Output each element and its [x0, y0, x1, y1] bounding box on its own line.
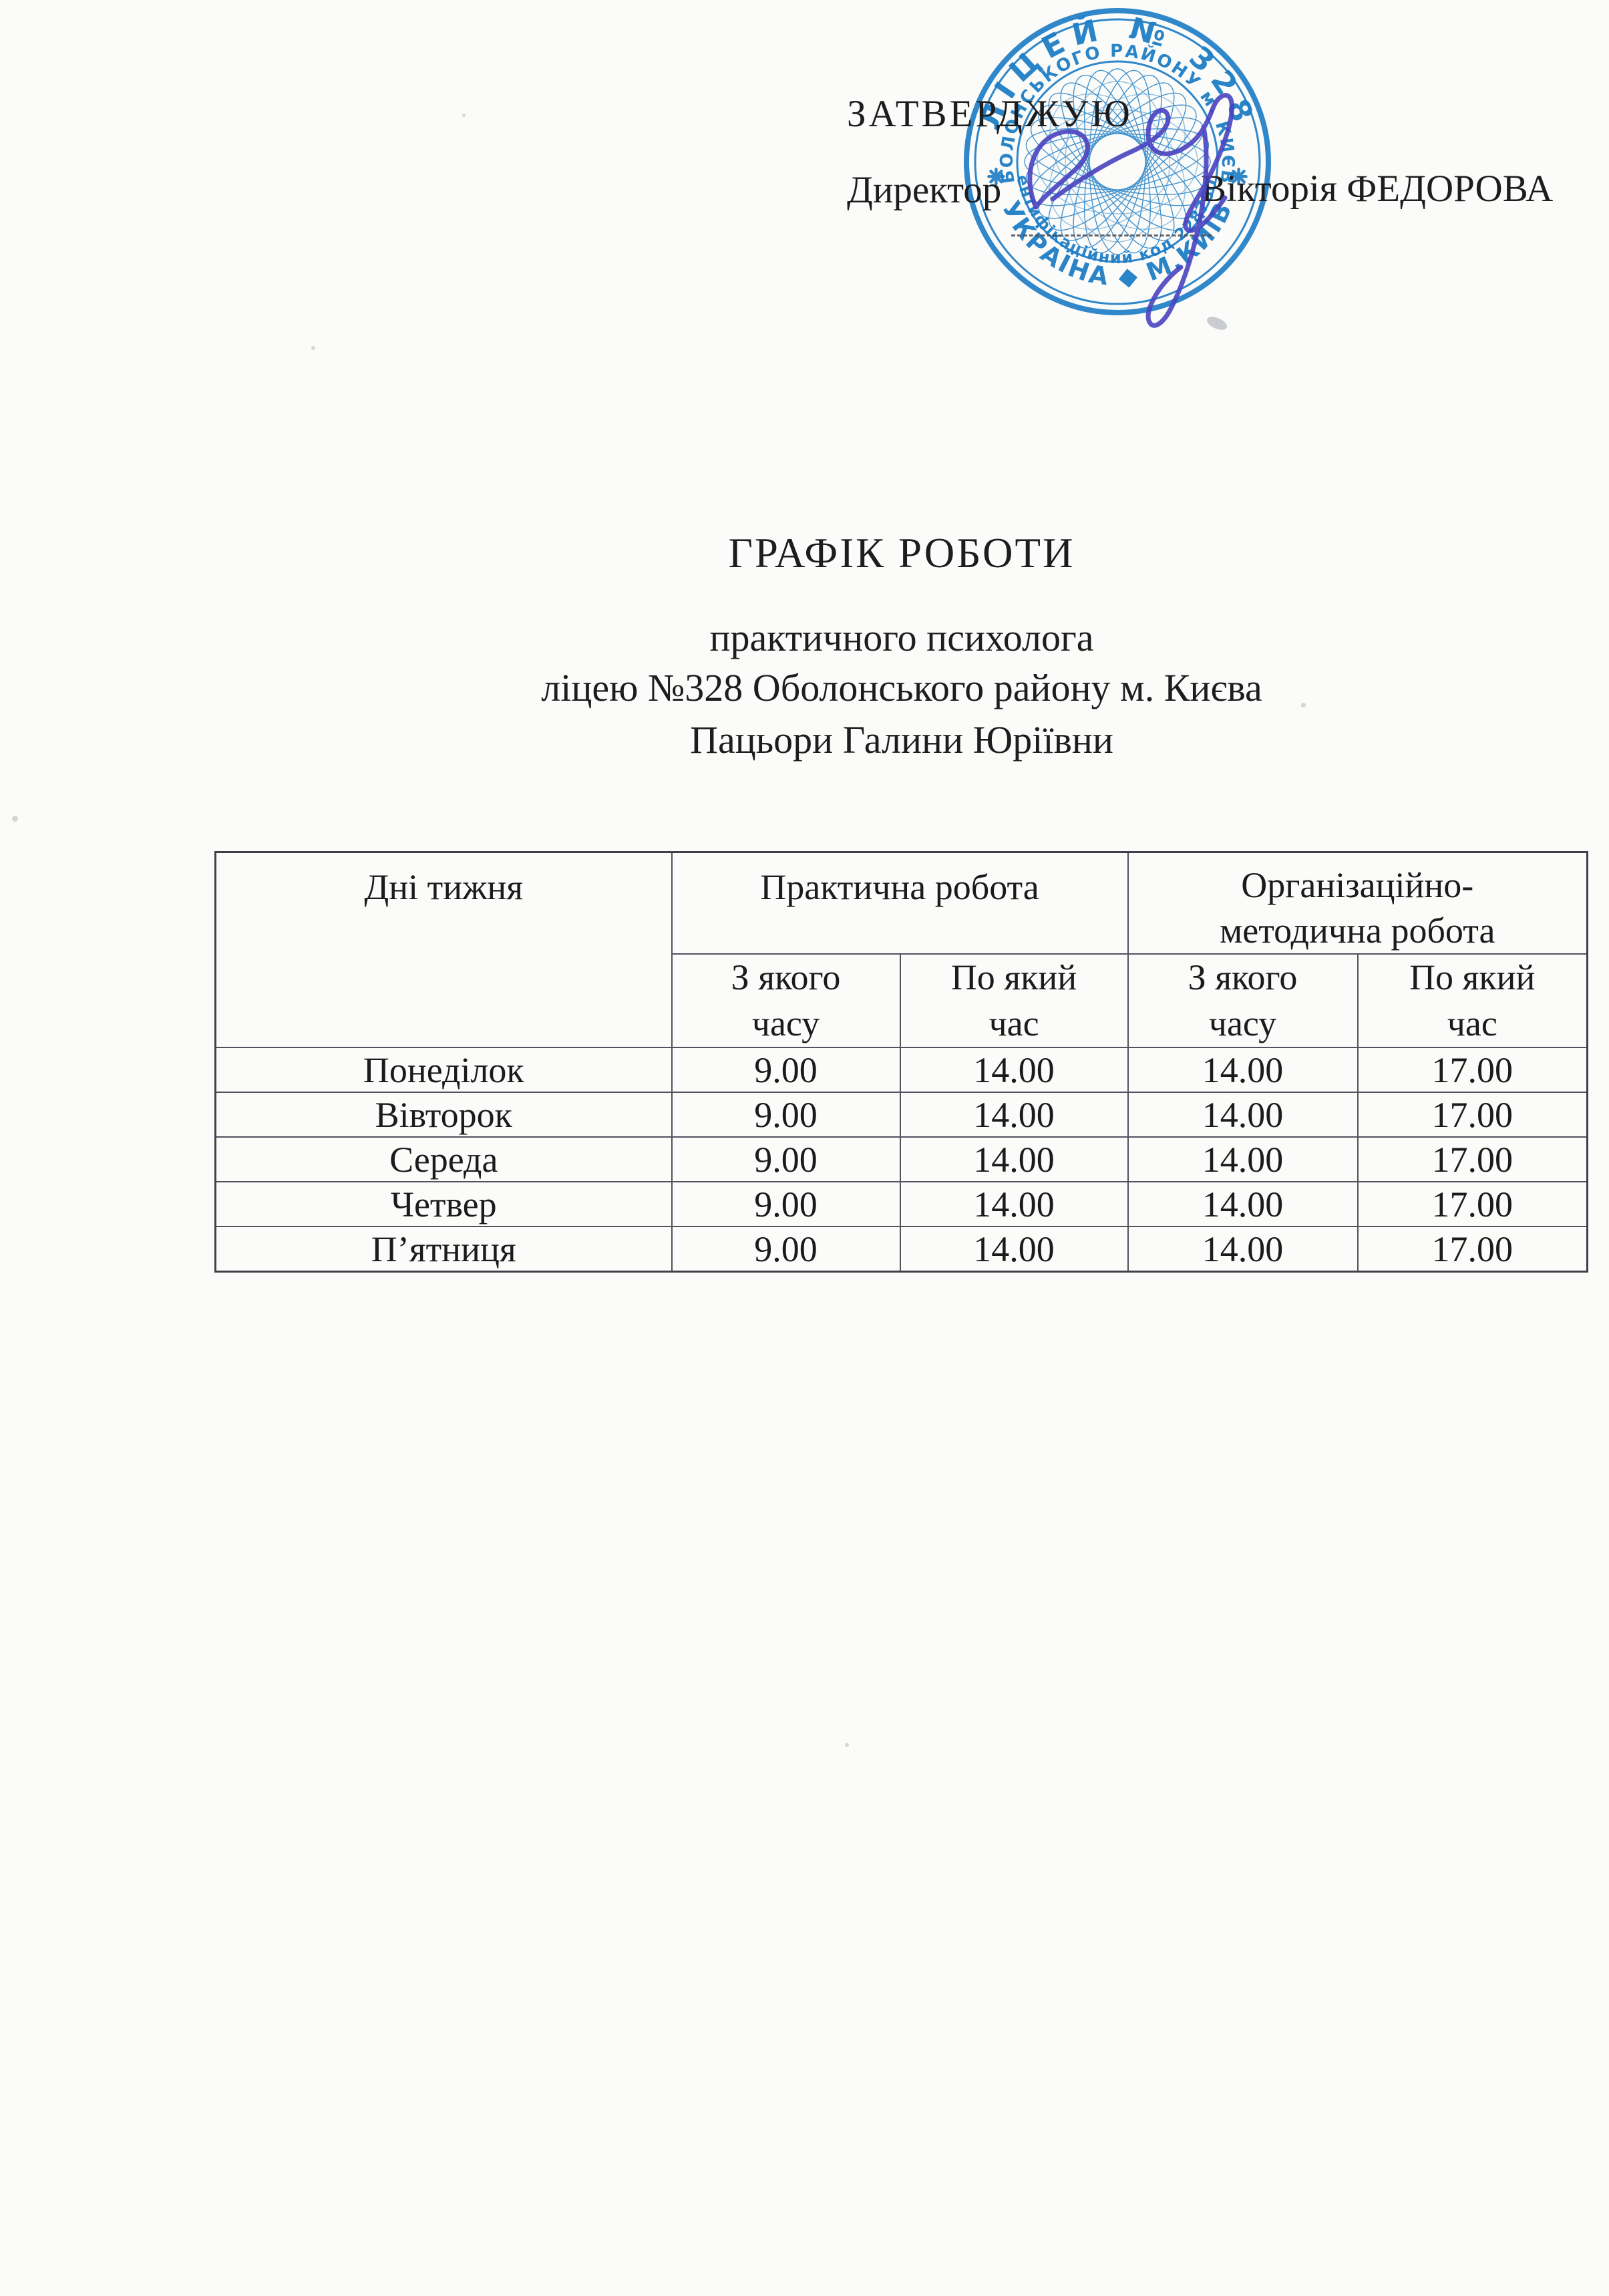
cell-time: 17.00 — [1357, 1136, 1588, 1183]
scan-speck — [845, 1743, 849, 1747]
practical-from-header: З якого часу — [671, 953, 901, 1049]
subtitle-person: Пацьори Галини Юріївни — [690, 718, 1113, 762]
cell-time: 14.00 — [1127, 1181, 1359, 1228]
director-label: Директор — [847, 169, 1002, 211]
table-header-row: Дні тижня Практична робота Організаційно… — [214, 851, 1588, 1049]
scan-speck — [1301, 703, 1306, 707]
cell-time: 14.00 — [1127, 1047, 1359, 1094]
scan-speck — [311, 346, 315, 350]
subtitle-institution: ліцею №328 Оболонського району м. Києва — [541, 666, 1262, 709]
cell-time: 17.00 — [1357, 1047, 1588, 1094]
stamp-star-icon — [987, 168, 1248, 186]
cell-time: 17.00 — [1357, 1181, 1588, 1228]
table-subheader-row: З якого часу По який час З якого часу По… — [216, 953, 1588, 1049]
table-row: П’ятниця 9.00 14.00 14.00 17.00 — [214, 1226, 1588, 1273]
from-line1: З якого — [731, 957, 841, 998]
org-group-header: Організаційно- методична робота — [1127, 851, 1588, 955]
cell-time: 9.00 — [671, 1092, 901, 1138]
cell-time: 14.00 — [899, 1092, 1129, 1138]
cell-time: 14.00 — [899, 1181, 1129, 1228]
subtitle-role: практичного психолога — [709, 616, 1094, 659]
table-row: Понеділок 9.00 14.00 14.00 17.00 — [214, 1047, 1588, 1094]
cell-day: Середа — [214, 1136, 673, 1183]
scan-speck — [12, 816, 18, 822]
table-row: Четвер 9.00 14.00 14.00 17.00 — [214, 1181, 1588, 1228]
practical-until-header: По який час — [899, 953, 1129, 1049]
cell-time: 9.00 — [671, 1181, 901, 1228]
approve-label: ЗАТВЕРДЖУЮ — [847, 93, 1133, 135]
cell-time: 14.00 — [899, 1047, 1129, 1094]
days-header-cell: Дні тижня — [214, 851, 673, 1049]
table-row: Середа 9.00 14.00 14.00 17.00 — [214, 1136, 1588, 1183]
page-title: ГРАФІК РОБОТИ — [728, 530, 1075, 577]
cell-time: 14.00 — [1127, 1092, 1359, 1138]
table-row: Вівторок 9.00 14.00 14.00 17.00 — [214, 1092, 1588, 1138]
until-line2: час — [989, 1003, 1039, 1044]
cell-day: Четвер — [214, 1181, 673, 1228]
cell-day: Понеділок — [214, 1047, 673, 1094]
director-name: Вікторія ФЕДОРОВА — [1201, 168, 1554, 210]
org-header-line2: методична робота — [1220, 911, 1495, 951]
cell-time: 9.00 — [671, 1136, 901, 1183]
cell-day: П’ятниця — [214, 1226, 673, 1273]
cell-time: 9.00 — [671, 1226, 901, 1273]
cell-time: 14.00 — [899, 1136, 1129, 1183]
from-line2: часу — [1208, 1003, 1277, 1044]
org-until-header: По який час — [1357, 953, 1588, 1049]
schedule-table: Дні тижня Практична робота Організаційно… — [214, 851, 1589, 1273]
from-line1: З якого — [1188, 957, 1298, 998]
cell-time: 17.00 — [1357, 1226, 1588, 1273]
org-header-line1: Організаційно- — [1241, 865, 1474, 905]
signature-line — [1011, 234, 1212, 236]
cell-time: 17.00 — [1357, 1092, 1588, 1138]
cell-day: Вівторок — [214, 1092, 673, 1138]
until-line2: час — [1447, 1003, 1497, 1044]
cell-time: 14.00 — [1127, 1136, 1359, 1183]
org-from-header: З якого часу — [1127, 953, 1359, 1049]
cell-time: 14.00 — [1127, 1226, 1359, 1273]
from-line2: часу — [751, 1003, 820, 1044]
until-line1: По який — [1409, 957, 1536, 998]
scan-speck — [462, 114, 466, 117]
until-line1: По який — [950, 957, 1077, 998]
director-signature — [1027, 93, 1234, 328]
cell-time: 9.00 — [671, 1047, 901, 1094]
practical-group-header: Практична робота — [671, 851, 1129, 955]
cell-time: 14.00 — [899, 1226, 1129, 1273]
